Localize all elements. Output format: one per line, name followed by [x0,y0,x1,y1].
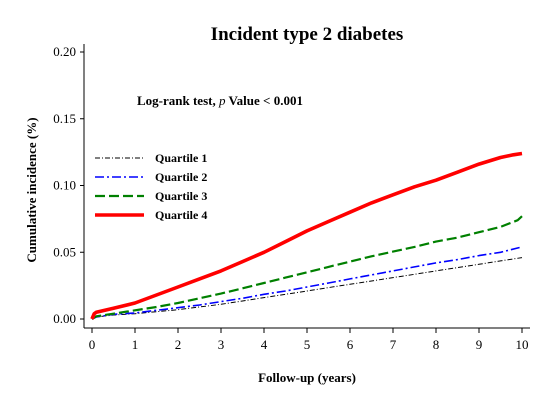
x-tick-label: 5 [304,337,311,352]
x-tick-label: 10 [516,337,529,352]
x-tick-label: 2 [175,337,182,352]
series-line-quartile-3 [91,215,523,320]
y-tick-label: 0.10 [53,178,76,193]
x-axis-label: Follow-up (years) [258,370,356,385]
series-line-quartile-4 [90,151,523,320]
y-axis-label: Cumulative incidence (%) [24,117,39,262]
x-axis-ticks: 0 1 2 3 4 5 6 7 8 9 10 [89,328,529,352]
y-tick-label: 0.20 [53,44,76,59]
x-tick-label: 8 [433,337,440,352]
x-tick-label: 9 [476,337,483,352]
series-line-quartile-1 [91,257,523,320]
x-tick-label: 4 [261,337,268,352]
legend-label-quartile-2: Quartile 2 [155,170,207,184]
legend: Quartile 1 Quartile 2 Quartile 3 Quartile 4 [95,151,207,222]
legend-label-quartile-3: Quartile 3 [155,189,207,203]
series-line-quartile-2 [91,246,523,320]
x-tick-label: 1 [132,337,139,352]
annotation-suffix: Value < 0.001 [225,93,302,108]
y-axis-ticks: 0.00 0.05 0.10 0.15 0.20 [53,44,84,326]
x-tick-label: 3 [218,337,225,352]
y-tick-label: 0.15 [53,111,76,126]
x-tick-label: 0 [89,337,96,352]
x-tick-label: 7 [390,337,397,352]
x-tick-label: 6 [347,337,354,352]
y-tick-label: 0.00 [53,311,76,326]
annotation-p: p [218,93,226,108]
series-lines [90,151,523,320]
annotation-prefix: Log-rank test, [137,93,219,108]
legend-label-quartile-4: Quartile 4 [155,208,207,222]
legend-label-quartile-1: Quartile 1 [155,151,207,165]
chart-title: Incident type 2 diabetes [211,24,404,45]
log-rank-annotation: Log-rank test, p Value < 0.001 [137,93,303,108]
y-tick-label: 0.05 [53,244,76,259]
